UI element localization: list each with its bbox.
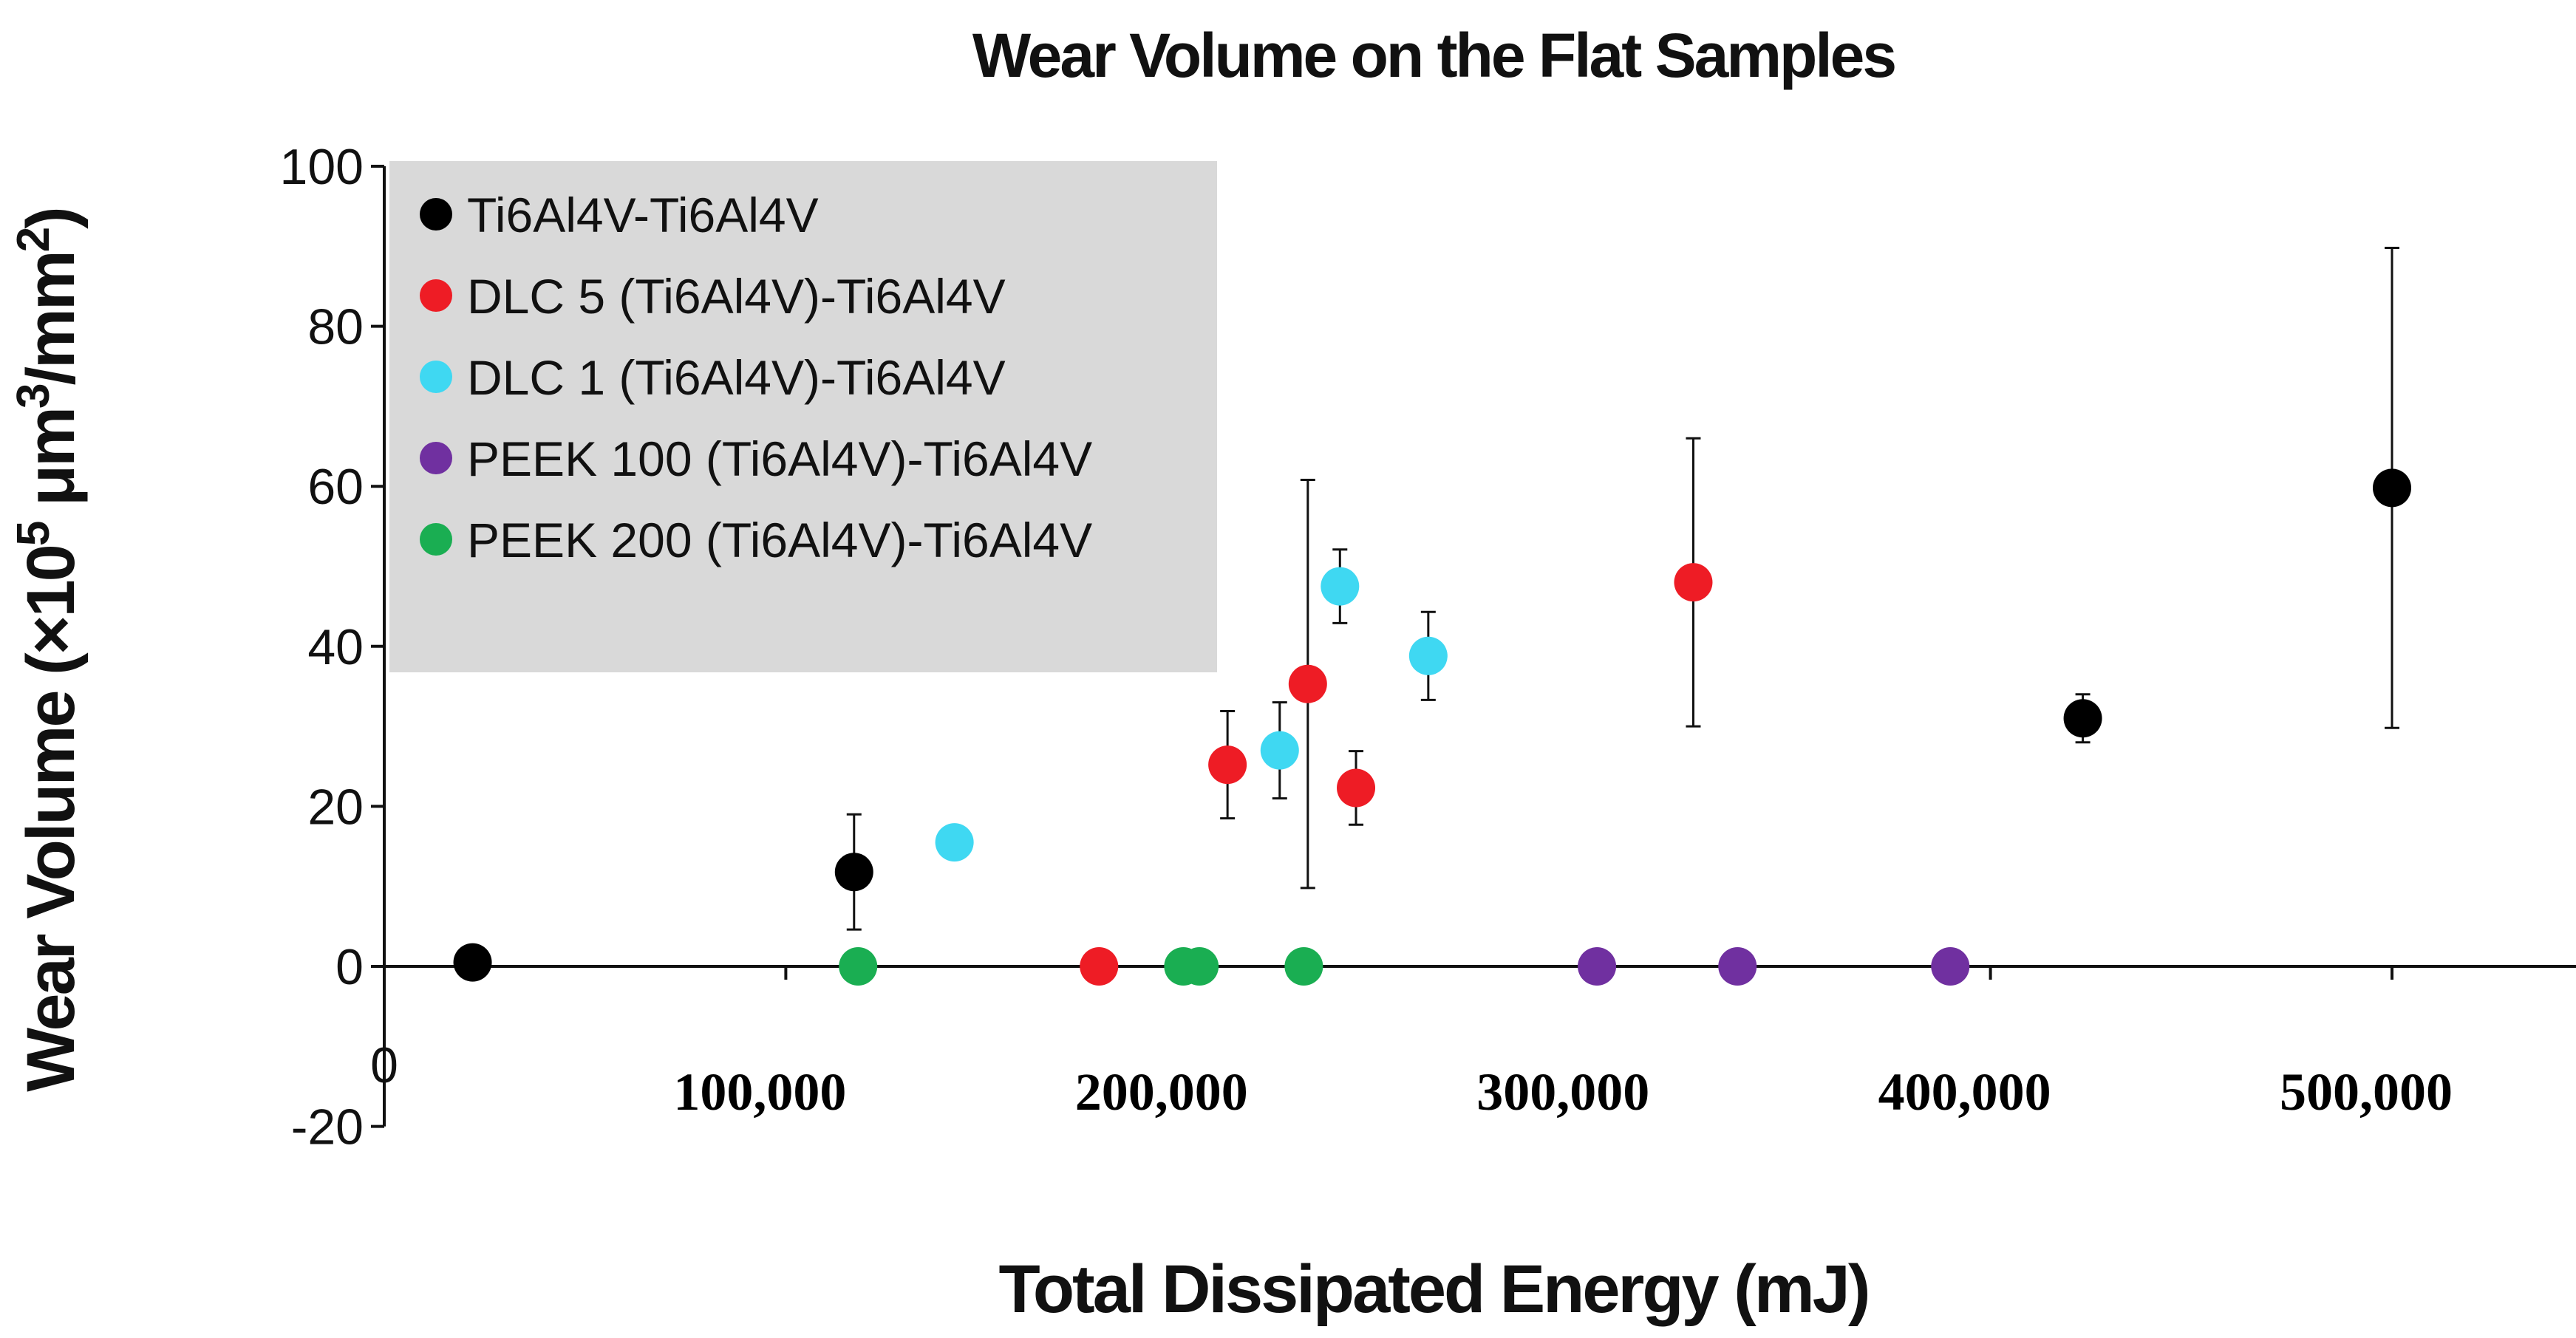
data-point — [935, 823, 974, 862]
legend-box — [389, 161, 1217, 672]
x-tick-label: 500,000 — [2280, 1062, 2453, 1122]
x-tick-label: 100,000 — [673, 1062, 846, 1122]
data-point — [2373, 468, 2411, 508]
y-axis-title-superscript: 3 — [8, 384, 59, 409]
y-axis-title-part: ) — [13, 208, 89, 229]
y-axis-title-part: μm — [13, 409, 89, 523]
data-point — [1208, 745, 1247, 785]
legend-label: PEEK 200 (Ti6Al4V)-Ti6Al4V — [467, 513, 1092, 567]
data-point — [1578, 947, 1617, 986]
x-origin-label: 0 — [370, 1037, 398, 1093]
x-tick-label: 400,000 — [1878, 1062, 2051, 1122]
data-points — [453, 468, 2411, 986]
legend: Ti6Al4V-Ti6Al4V DLC 5 (Ti6Al4V)-Ti6Al4V DL… — [420, 188, 1092, 567]
data-point — [2063, 699, 2102, 738]
y-axis-title-part: Wear Volume (×10 — [13, 546, 89, 1092]
data-point — [1080, 947, 1119, 986]
y-axis-title-superscript: 2 — [8, 228, 59, 252]
legend-marker — [420, 361, 452, 393]
data-point — [1284, 947, 1323, 986]
legend-marker — [420, 279, 452, 312]
legend-marker — [420, 523, 452, 556]
x-tick-label: 300,000 — [1476, 1062, 1649, 1122]
data-point — [1674, 563, 1713, 602]
data-point — [1408, 636, 1448, 675]
data-point — [1337, 768, 1376, 808]
data-point — [1260, 731, 1299, 770]
legend-label: PEEK 100 (Ti6Al4V)-Ti6Al4V — [467, 431, 1092, 486]
legend-marker — [420, 442, 452, 474]
data-point — [1321, 567, 1360, 606]
data-point — [1931, 947, 1970, 986]
y-axis-title: Wear Volume (×105 μm3/mm2) — [8, 208, 89, 1092]
data-point — [839, 947, 878, 986]
legend-label: DLC 1 (Ti6Al4V)-Ti6Al4V — [467, 350, 1006, 405]
data-point — [834, 853, 873, 892]
data-point — [1718, 947, 1757, 986]
y-tick-label: 80 — [307, 299, 364, 355]
axes — [371, 165, 2576, 1128]
x-tick-label: 200,000 — [1075, 1062, 1248, 1122]
y-axis-title-superscript: 5 — [8, 522, 59, 546]
y-axis-title-part: /mm — [13, 252, 89, 385]
y-tick-label: 60 — [307, 459, 364, 515]
y-tick-label: -20 — [291, 1099, 364, 1156]
data-point — [1288, 664, 1327, 703]
y-tick-label: 100 — [280, 139, 364, 195]
chart-title: Wear Volume on the Flat Samples — [972, 21, 1895, 90]
legend-marker — [420, 198, 452, 231]
legend-label: DLC 5 (Ti6Al4V)-Ti6Al4V — [467, 269, 1006, 324]
data-point — [1180, 947, 1219, 986]
y-tick-label: 0 — [335, 939, 364, 995]
x-axis-title: Total Dissipated Energy (mJ) — [998, 1252, 1868, 1327]
legend-label: Ti6Al4V-Ti6Al4V — [467, 188, 819, 242]
y-tick-label: 40 — [307, 619, 364, 675]
data-point — [453, 943, 492, 982]
y-tick-label: 20 — [307, 779, 364, 835]
